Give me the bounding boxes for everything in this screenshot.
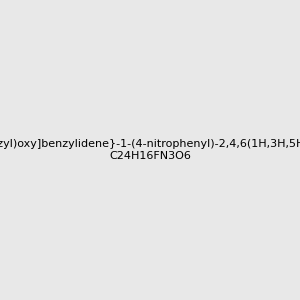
Text: 5-{2-[(3-fluorobenzyl)oxy]benzylidene}-1-(4-nitrophenyl)-2,4,6(1H,3H,5H)-pyrimid: 5-{2-[(3-fluorobenzyl)oxy]benzylidene}-1… (0, 139, 300, 161)
